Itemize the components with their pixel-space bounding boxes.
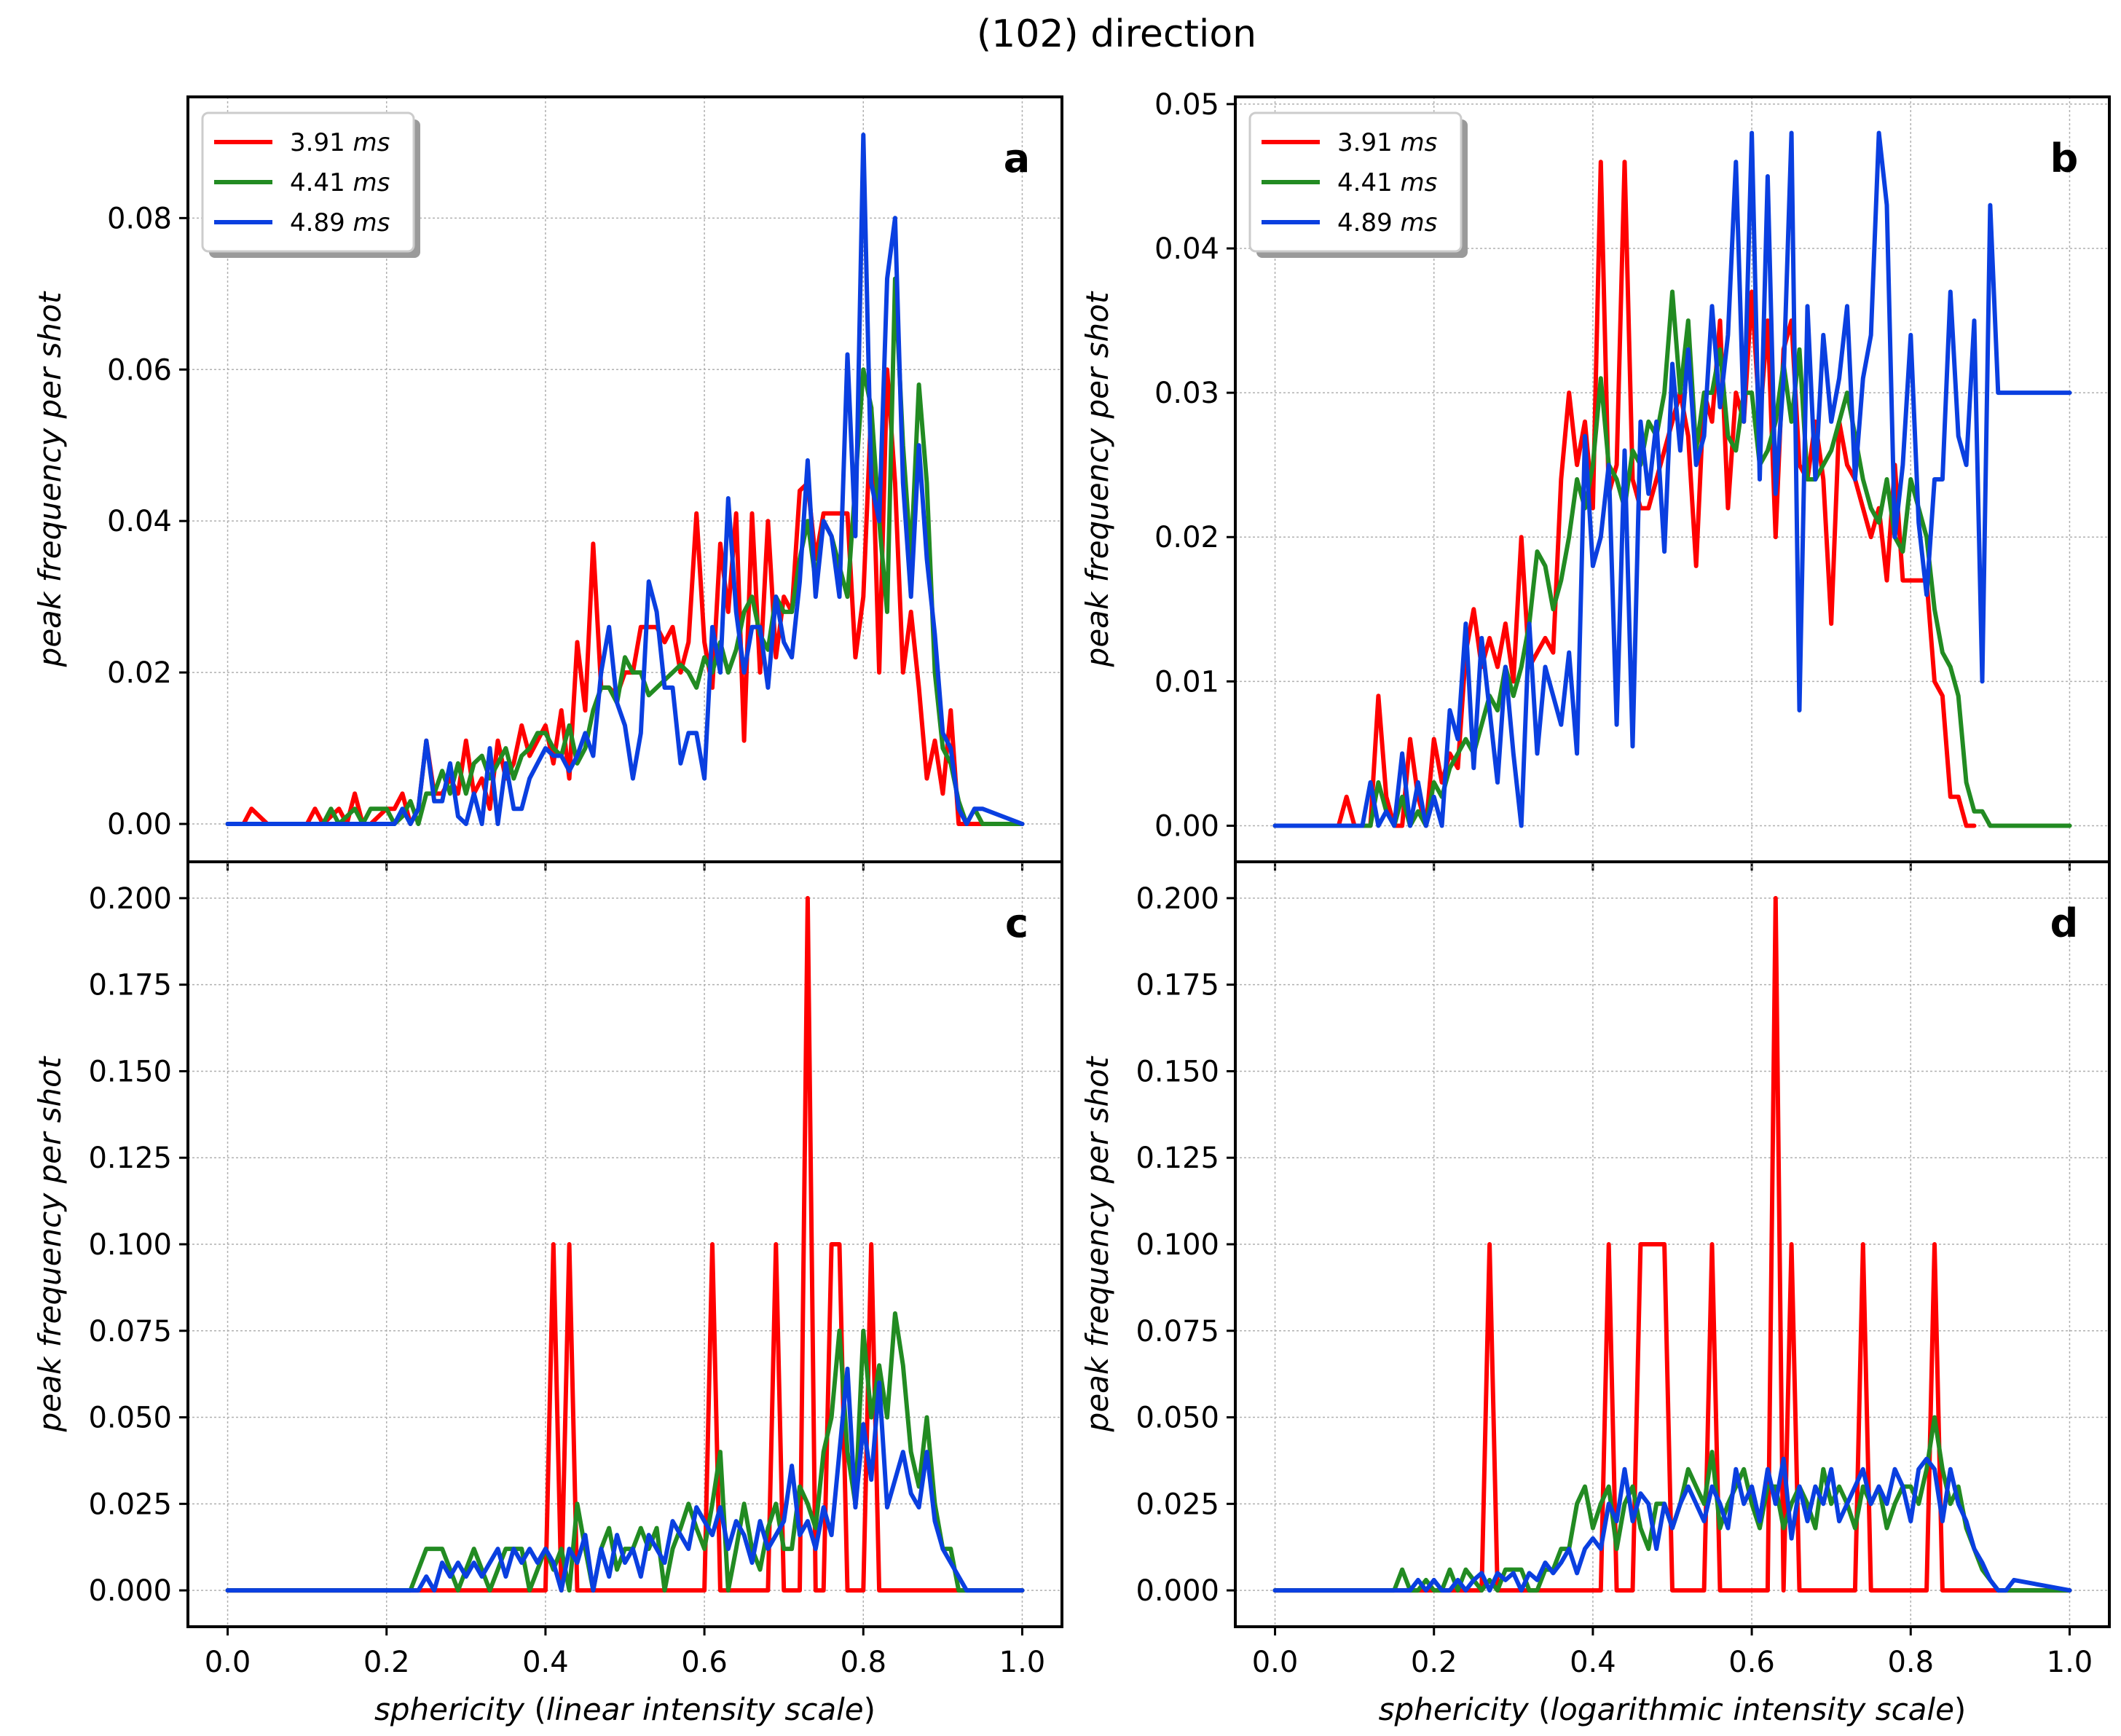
y-tick-label: 0.025 bbox=[88, 1488, 172, 1521]
legend-box bbox=[201, 111, 415, 253]
y-tick-label: 0.03 bbox=[1154, 377, 1219, 410]
legend-entry: 4.89 ms bbox=[290, 208, 390, 237]
y-tick-label: 0.050 bbox=[1136, 1402, 1219, 1435]
x-tick-label: 0.8 bbox=[1887, 1646, 1934, 1679]
panel-c: 0.000 0.025 0.050 0.075 0.100 0.125 0.150 0.175… bbox=[32, 860, 1063, 1727]
x-tick-label: 0.2 bbox=[1411, 1646, 1457, 1679]
legend-box bbox=[1248, 111, 1463, 253]
y-tick-label: 0.075 bbox=[1136, 1315, 1219, 1348]
y-tick-label: 0.200 bbox=[1136, 882, 1219, 916]
legend-entry: 4.89 ms bbox=[1337, 208, 1437, 237]
y-tick-label: 0.05 bbox=[1154, 88, 1219, 122]
x-axis-label: sphericity (linear intensity scale) bbox=[374, 1692, 875, 1727]
y-axis-label: peak frequency per shot bbox=[1079, 1056, 1115, 1432]
panel-a: 0.00 0.02 0.04 0.06 0.08 peak frequency per s… bbox=[32, 95, 1063, 871]
x-tick-label: 0.0 bbox=[205, 1646, 251, 1679]
y-axis-label: peak frequency per shot bbox=[32, 1056, 68, 1432]
y-tick-label: 0.175 bbox=[88, 969, 172, 1002]
y-tick-label: 0.02 bbox=[107, 656, 172, 690]
x-tick-label: 0.6 bbox=[1728, 1646, 1775, 1679]
legend: 3.91 ms 4.41 ms 4.89 ms bbox=[201, 111, 420, 258]
y-tick-label: 0.000 bbox=[88, 1574, 172, 1608]
figure-title: (102) direction bbox=[977, 12, 1256, 56]
y-tick-label: 0.150 bbox=[1136, 1055, 1219, 1088]
y-tick-label: 0.200 bbox=[88, 882, 172, 916]
series-line-4-89-ms bbox=[225, 133, 1025, 826]
y-tick-label: 0.000 bbox=[1136, 1574, 1219, 1608]
legend-entry: 3.91 ms bbox=[1337, 128, 1437, 157]
panel-letter: d bbox=[2050, 900, 2079, 946]
x-tick-label: 0.2 bbox=[363, 1646, 410, 1679]
panel-letter: a bbox=[1004, 135, 1030, 181]
y-tick-label: 0.00 bbox=[1154, 809, 1219, 843]
x-tick-label: 1.0 bbox=[2047, 1646, 2093, 1679]
series-group-b bbox=[1272, 130, 2072, 828]
series-line-3-91-ms bbox=[1272, 895, 2072, 1593]
y-tick-label: 0.075 bbox=[88, 1315, 172, 1348]
series-line-3-91-ms bbox=[1272, 160, 1977, 828]
series-line-4-41-ms bbox=[1272, 289, 2072, 828]
y-tick-label: 0.125 bbox=[1136, 1142, 1219, 1175]
y-axis-label: peak frequency per shot bbox=[1079, 291, 1115, 667]
y-axis-label: peak frequency per shot bbox=[32, 291, 68, 667]
legend-entry: 3.91 ms bbox=[290, 128, 390, 157]
y-tick-label: 0.125 bbox=[88, 1142, 172, 1175]
y-tick-label: 0.01 bbox=[1154, 665, 1219, 699]
x-tick-label: 0.4 bbox=[522, 1646, 569, 1679]
series-group-c bbox=[225, 895, 1025, 1593]
legend: 3.91 ms 4.41 ms 4.89 ms bbox=[1248, 111, 1468, 258]
series-line-4-89-ms bbox=[1272, 130, 2072, 828]
y-tick-label: 0.04 bbox=[107, 505, 172, 538]
panel-letter: c bbox=[1005, 900, 1028, 946]
y-tick-label: 0.100 bbox=[1136, 1228, 1219, 1262]
x-tick-label: 1.0 bbox=[999, 1646, 1046, 1679]
panel-b: 0.00 0.01 0.02 0.03 0.04 0.05 peak frequency p… bbox=[1079, 88, 2111, 871]
y-tick-label: 0.06 bbox=[107, 353, 172, 387]
y-tick-label: 0.02 bbox=[1154, 521, 1219, 554]
series-line-3-91-ms bbox=[225, 895, 1025, 1593]
x-tick-label: 0.8 bbox=[840, 1646, 886, 1679]
panel-d: 0.000 0.025 0.050 0.075 0.100 0.125 0.150 0.175… bbox=[1079, 860, 2111, 1727]
legend-entry: 4.41 ms bbox=[290, 168, 390, 197]
y-tick-label: 0.04 bbox=[1154, 232, 1219, 266]
series-group-d bbox=[1272, 895, 2072, 1593]
series-line-4-89-ms bbox=[225, 1367, 1025, 1593]
y-tick-label: 0.175 bbox=[1136, 969, 1219, 1002]
series-line-4-41-ms bbox=[225, 1311, 1025, 1593]
y-tick-label: 0.00 bbox=[107, 808, 172, 841]
x-tick-label: 0.4 bbox=[1570, 1646, 1616, 1679]
y-tick-label: 0.050 bbox=[88, 1402, 172, 1435]
y-tick-label: 0.100 bbox=[88, 1228, 172, 1262]
panel-letter: b bbox=[2050, 135, 2079, 181]
x-axis-label: sphericity (logarithmic intensity scale) bbox=[1379, 1692, 1967, 1727]
grid-c bbox=[188, 862, 1062, 1627]
series-group-a bbox=[225, 133, 1025, 826]
y-tick-label: 0.150 bbox=[88, 1055, 172, 1088]
x-tick-label: 0.0 bbox=[1252, 1646, 1299, 1679]
legend-entry: 4.41 ms bbox=[1337, 168, 1437, 197]
series-line-4-89-ms bbox=[1272, 1456, 2072, 1593]
x-tick-label: 0.6 bbox=[681, 1646, 728, 1679]
y-tick-label: 0.025 bbox=[1136, 1488, 1219, 1521]
y-tick-label: 0.08 bbox=[107, 202, 172, 235]
